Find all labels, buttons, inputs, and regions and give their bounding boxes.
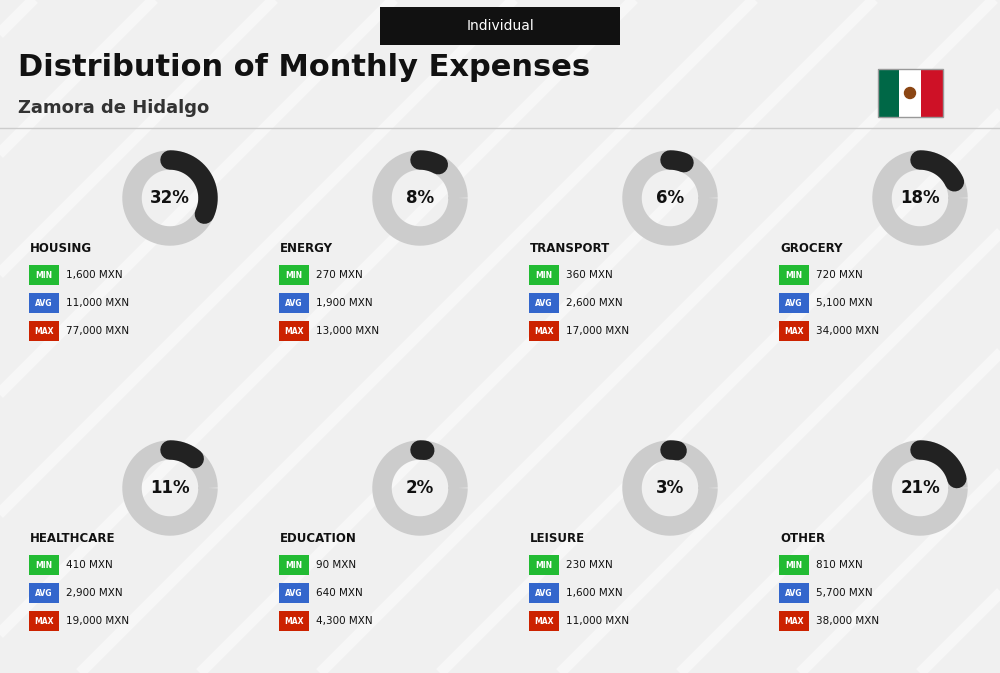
Text: HOUSING: HOUSING — [30, 242, 92, 254]
FancyBboxPatch shape — [29, 583, 59, 603]
FancyBboxPatch shape — [529, 583, 559, 603]
Text: 1,900 MXN: 1,900 MXN — [316, 298, 373, 308]
FancyBboxPatch shape — [779, 321, 809, 341]
FancyBboxPatch shape — [279, 555, 309, 575]
Text: AVG: AVG — [785, 299, 803, 308]
Text: 3%: 3% — [656, 479, 684, 497]
Text: MAX: MAX — [34, 326, 54, 336]
Text: AVG: AVG — [285, 588, 303, 598]
FancyBboxPatch shape — [279, 583, 309, 603]
Text: MAX: MAX — [784, 616, 804, 625]
FancyBboxPatch shape — [279, 265, 309, 285]
Text: 810 MXN: 810 MXN — [816, 560, 863, 570]
Text: 90 MXN: 90 MXN — [316, 560, 356, 570]
Text: MIN: MIN — [785, 561, 803, 569]
Text: 2,600 MXN: 2,600 MXN — [566, 298, 623, 308]
Text: AVG: AVG — [285, 299, 303, 308]
Text: Distribution of Monthly Expenses: Distribution of Monthly Expenses — [18, 53, 590, 83]
FancyBboxPatch shape — [921, 69, 943, 117]
Circle shape — [904, 87, 916, 98]
Text: MAX: MAX — [784, 326, 804, 336]
FancyBboxPatch shape — [279, 321, 309, 341]
Text: MIN: MIN — [35, 561, 53, 569]
Text: 410 MXN: 410 MXN — [66, 560, 113, 570]
FancyBboxPatch shape — [279, 293, 309, 313]
Text: 5,700 MXN: 5,700 MXN — [816, 588, 873, 598]
FancyBboxPatch shape — [29, 293, 59, 313]
FancyBboxPatch shape — [29, 321, 59, 341]
Text: 2%: 2% — [406, 479, 434, 497]
FancyBboxPatch shape — [529, 555, 559, 575]
Text: MIN: MIN — [285, 271, 303, 279]
Text: 640 MXN: 640 MXN — [316, 588, 363, 598]
Text: MAX: MAX — [284, 616, 304, 625]
Text: HEALTHCARE: HEALTHCARE — [30, 532, 116, 544]
Text: 2,900 MXN: 2,900 MXN — [66, 588, 123, 598]
Text: 720 MXN: 720 MXN — [816, 270, 863, 280]
Text: 1,600 MXN: 1,600 MXN — [566, 588, 623, 598]
Text: 4,300 MXN: 4,300 MXN — [316, 616, 373, 626]
FancyBboxPatch shape — [29, 611, 59, 631]
Text: EDUCATION: EDUCATION — [280, 532, 357, 544]
Text: 13,000 MXN: 13,000 MXN — [316, 326, 379, 336]
Text: 11,000 MXN: 11,000 MXN — [66, 298, 129, 308]
Text: GROCERY: GROCERY — [780, 242, 843, 254]
Text: 18%: 18% — [900, 189, 940, 207]
Text: 17,000 MXN: 17,000 MXN — [566, 326, 629, 336]
FancyBboxPatch shape — [279, 611, 309, 631]
FancyBboxPatch shape — [29, 555, 59, 575]
Text: 38,000 MXN: 38,000 MXN — [816, 616, 879, 626]
Text: MAX: MAX — [534, 616, 554, 625]
FancyBboxPatch shape — [529, 611, 559, 631]
FancyBboxPatch shape — [779, 555, 809, 575]
Text: MAX: MAX — [534, 326, 554, 336]
Text: 21%: 21% — [900, 479, 940, 497]
Text: TRANSPORT: TRANSPORT — [530, 242, 610, 254]
FancyBboxPatch shape — [779, 293, 809, 313]
FancyBboxPatch shape — [380, 7, 620, 45]
Text: AVG: AVG — [535, 588, 553, 598]
Text: 360 MXN: 360 MXN — [566, 270, 613, 280]
Text: 77,000 MXN: 77,000 MXN — [66, 326, 129, 336]
Text: ENERGY: ENERGY — [280, 242, 333, 254]
FancyBboxPatch shape — [779, 265, 809, 285]
FancyBboxPatch shape — [899, 69, 921, 117]
Text: MIN: MIN — [535, 271, 553, 279]
FancyBboxPatch shape — [779, 611, 809, 631]
Text: MAX: MAX — [284, 326, 304, 336]
Text: 32%: 32% — [150, 189, 190, 207]
Text: 6%: 6% — [656, 189, 684, 207]
Text: 11%: 11% — [150, 479, 190, 497]
Text: AVG: AVG — [535, 299, 553, 308]
Text: MAX: MAX — [34, 616, 54, 625]
Text: MIN: MIN — [785, 271, 803, 279]
Text: OTHER: OTHER — [780, 532, 825, 544]
FancyBboxPatch shape — [878, 69, 899, 117]
Text: Zamora de Hidalgo: Zamora de Hidalgo — [18, 99, 209, 117]
Text: 34,000 MXN: 34,000 MXN — [816, 326, 879, 336]
Text: AVG: AVG — [785, 588, 803, 598]
Text: 8%: 8% — [406, 189, 434, 207]
Text: Individual: Individual — [466, 19, 534, 33]
FancyBboxPatch shape — [779, 583, 809, 603]
FancyBboxPatch shape — [29, 265, 59, 285]
Text: MIN: MIN — [35, 271, 53, 279]
FancyBboxPatch shape — [529, 321, 559, 341]
Text: MIN: MIN — [535, 561, 553, 569]
FancyBboxPatch shape — [529, 265, 559, 285]
Text: LEISURE: LEISURE — [530, 532, 585, 544]
Text: 230 MXN: 230 MXN — [566, 560, 613, 570]
Text: 5,100 MXN: 5,100 MXN — [816, 298, 873, 308]
Text: MIN: MIN — [285, 561, 303, 569]
Text: 270 MXN: 270 MXN — [316, 270, 363, 280]
Text: AVG: AVG — [35, 588, 53, 598]
Text: 1,600 MXN: 1,600 MXN — [66, 270, 123, 280]
FancyBboxPatch shape — [529, 293, 559, 313]
Text: AVG: AVG — [35, 299, 53, 308]
Text: 11,000 MXN: 11,000 MXN — [566, 616, 629, 626]
Text: 19,000 MXN: 19,000 MXN — [66, 616, 129, 626]
